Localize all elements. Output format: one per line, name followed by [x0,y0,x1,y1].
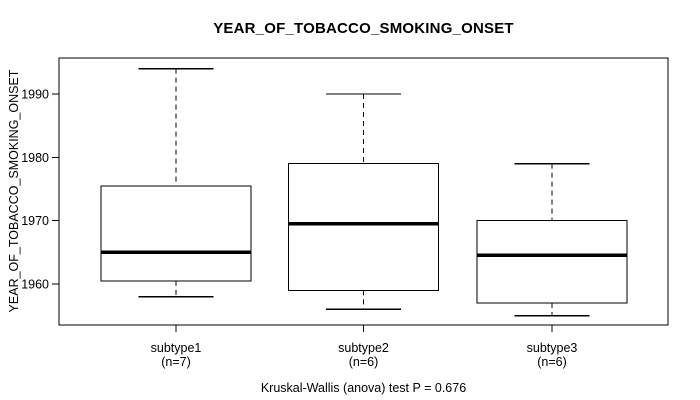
chart-title: YEAR_OF_TOBACCO_SMOKING_ONSET [213,20,514,37]
x-group-label: subtype2 [338,341,389,355]
y-tick-label: 1960 [21,277,49,291]
x-group-sublabel: (n=6) [349,355,379,369]
y-tick-label: 1980 [21,151,49,165]
iqr-box-subtype1 [100,185,252,282]
x-group-sublabel: (n=6) [537,355,567,369]
y-tick-label: 1990 [21,88,49,102]
iqr-box-subtype3 [476,220,628,304]
stat-test-caption: Kruskal-Wallis (anova) test P = 0.676 [260,381,467,395]
x-group-label: subtype3 [527,341,578,355]
y-axis-label: YEAR_OF_TOBACCO_SMOKING_ONSET [7,69,21,313]
iqr-box-subtype2 [288,163,439,291]
x-group-sublabel: (n=7) [161,355,191,369]
x-group-label: subtype1 [151,341,202,355]
y-tick-label: 1970 [21,214,49,228]
